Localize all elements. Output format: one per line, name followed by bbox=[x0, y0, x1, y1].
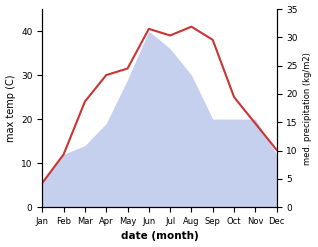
Y-axis label: max temp (C): max temp (C) bbox=[5, 74, 16, 142]
X-axis label: date (month): date (month) bbox=[121, 231, 198, 242]
Y-axis label: med. precipitation (kg/m2): med. precipitation (kg/m2) bbox=[303, 52, 313, 165]
